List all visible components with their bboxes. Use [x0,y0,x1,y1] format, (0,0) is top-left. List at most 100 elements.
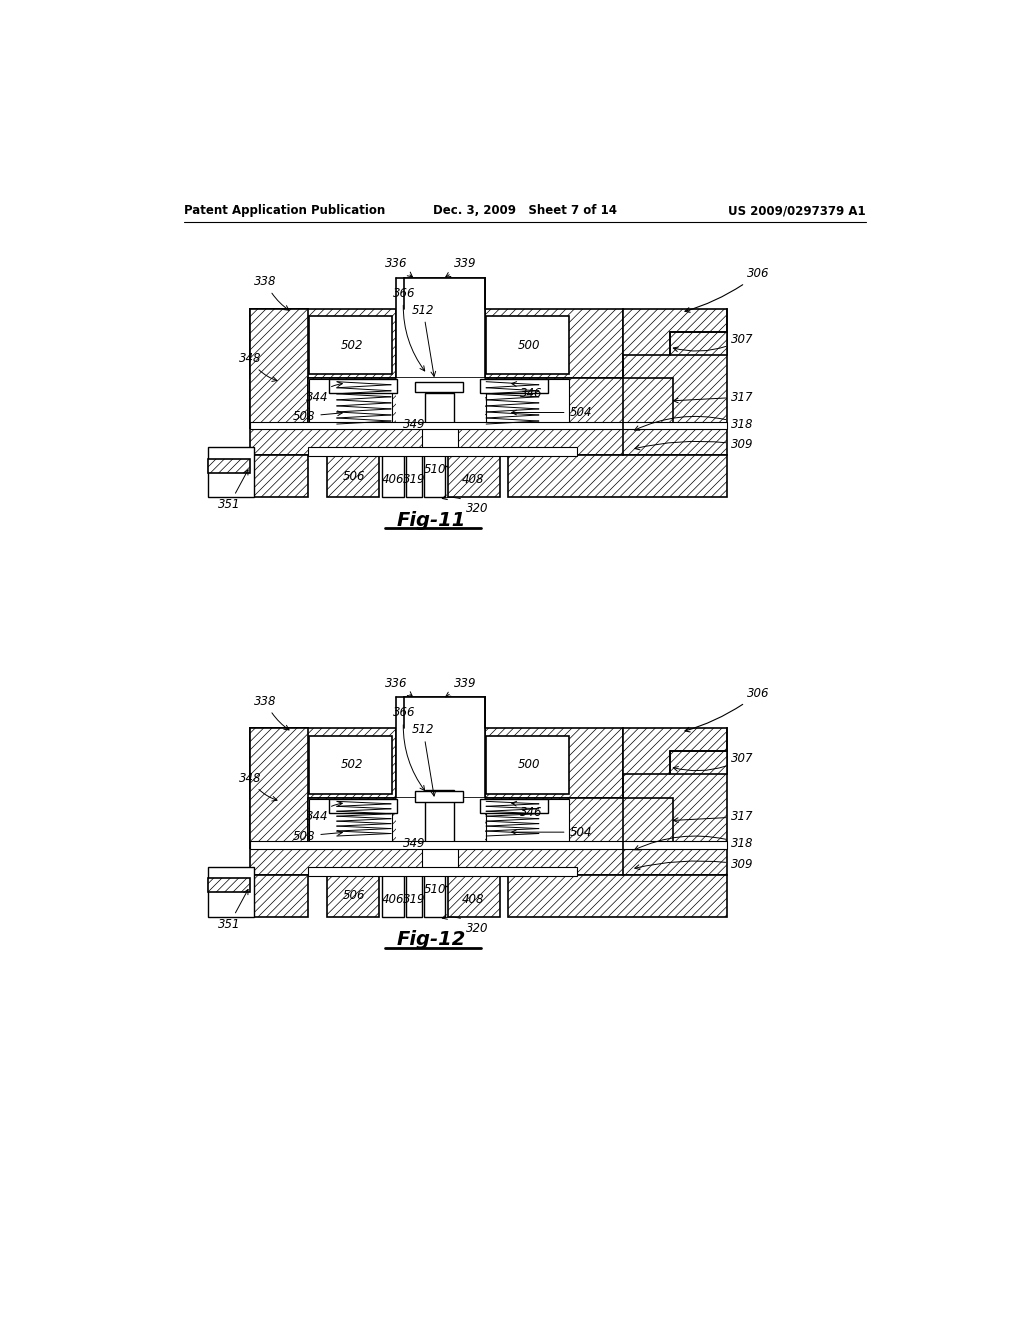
Text: 502: 502 [340,339,362,351]
Text: 349: 349 [402,837,425,850]
Bar [333,801,393,812]
Bar [307,378,674,428]
Bar [250,847,727,874]
Bar [484,381,544,392]
Text: 500: 500 [517,339,540,351]
Bar [307,797,674,847]
Bar [330,799,397,813]
Text: 366: 366 [392,706,425,791]
Bar [208,878,250,892]
Bar [447,455,500,498]
Bar [208,459,250,473]
Bar [250,428,727,455]
Text: 351: 351 [218,890,248,931]
Text: 406: 406 [382,894,404,906]
Bar [250,455,307,498]
Text: 346: 346 [512,801,543,820]
Bar [327,874,379,917]
Bar [309,317,392,374]
Text: 508: 508 [293,409,342,422]
Bar [396,697,484,797]
Text: 510: 510 [424,463,446,477]
Text: 512: 512 [412,723,435,796]
Text: 406: 406 [382,474,404,486]
Bar [670,751,727,775]
Text: 339: 339 [445,257,477,277]
Text: 317: 317 [674,810,754,824]
Text: 510: 510 [424,883,446,896]
Text: 320: 320 [442,915,488,935]
Text: 307: 307 [674,752,754,771]
Bar [403,277,484,309]
Text: 408: 408 [462,894,484,906]
Bar [250,422,727,429]
Bar [250,874,307,917]
Bar [422,847,458,874]
Text: 319: 319 [402,474,425,486]
Bar [425,393,454,466]
Bar [486,737,569,793]
Text: 306: 306 [685,686,769,731]
Text: 344: 344 [305,801,342,824]
Text: 500: 500 [517,758,540,771]
Bar [407,874,422,917]
Bar [486,317,569,374]
Bar [309,737,392,793]
Text: 338: 338 [254,694,289,730]
Text: 512: 512 [412,304,435,376]
Text: 506: 506 [343,890,366,902]
Bar [480,379,548,393]
Text: 502: 502 [340,758,362,771]
Bar [250,309,307,428]
Bar [424,455,445,498]
Bar [309,799,392,846]
Text: 346: 346 [512,381,543,400]
Bar [670,331,727,355]
Text: 309: 309 [635,438,754,451]
Text: 506: 506 [343,470,366,483]
Bar [327,455,379,498]
Text: Patent Application Publication: Patent Application Publication [184,205,386,218]
Bar [333,381,393,392]
Bar [486,799,569,846]
Text: 504: 504 [512,407,592,418]
Bar [250,841,727,849]
Bar [424,874,445,917]
Bar [447,874,500,917]
Bar [208,867,254,917]
Text: 366: 366 [392,286,425,371]
Bar [416,381,463,392]
Bar [403,697,484,729]
Bar [307,867,578,876]
Bar [307,447,578,457]
Bar [396,378,484,428]
Text: Dec. 3, 2009   Sheet 7 of 14: Dec. 3, 2009 Sheet 7 of 14 [433,205,616,218]
Text: 339: 339 [445,677,477,697]
Text: 349: 349 [402,417,425,430]
Bar [250,729,396,797]
Bar [508,455,727,498]
Text: 408: 408 [462,474,484,486]
Text: 318: 318 [635,416,754,430]
Text: Fig-12: Fig-12 [396,931,466,949]
Text: 320: 320 [442,495,488,515]
Text: 318: 318 [635,836,754,850]
Bar [396,277,484,378]
Bar [624,729,727,847]
Bar [416,792,463,803]
Text: 319: 319 [402,894,425,906]
Text: 307: 307 [674,333,754,351]
Text: 336: 336 [385,257,413,277]
Bar [330,379,397,393]
Text: US 2009/0297379 A1: US 2009/0297379 A1 [728,205,866,218]
Bar [309,379,392,426]
Text: 348: 348 [239,772,278,801]
Bar [425,789,454,886]
Bar [508,874,727,917]
Bar [407,455,422,498]
Text: 508: 508 [293,829,342,842]
Text: 351: 351 [218,470,248,511]
Bar [484,801,544,812]
Text: Fig-11: Fig-11 [396,511,466,529]
Text: 309: 309 [635,858,754,871]
